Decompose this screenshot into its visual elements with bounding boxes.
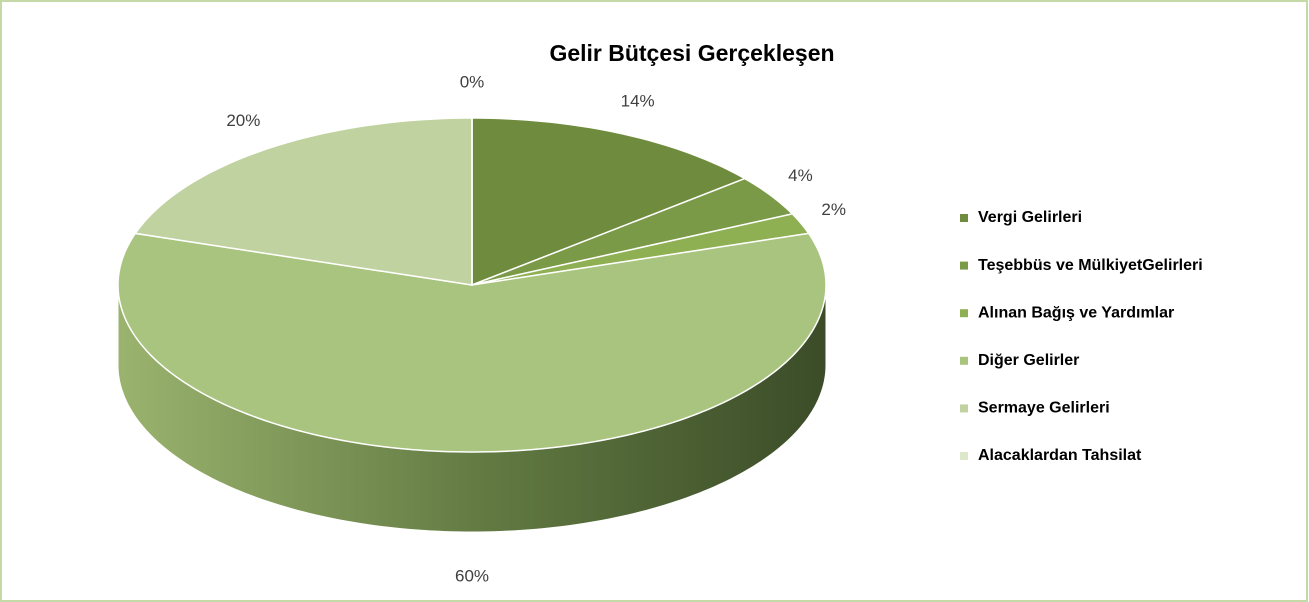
data-label: 20%	[226, 111, 260, 130]
data-label: 4%	[788, 166, 813, 185]
slice	[471, 177, 794, 286]
legend-label: Diğer Gelirler	[978, 352, 1079, 369]
slice	[134, 117, 473, 286]
slice	[471, 213, 810, 286]
legend-swatch	[960, 309, 968, 318]
data-label: 2%	[821, 200, 846, 219]
legend-swatch	[960, 261, 968, 270]
legend-swatch	[960, 356, 968, 365]
legend-label: Alacaklardan Tahsilat	[978, 447, 1142, 464]
legend-swatch	[960, 452, 968, 460]
legend-swatch	[960, 404, 968, 413]
legend-label: Alınan Bağış ve Yardımlar	[978, 304, 1174, 321]
data-label: 14%	[621, 92, 655, 111]
slice	[117, 232, 827, 453]
legend-label: Vergi Gelirleri	[978, 209, 1082, 226]
slice	[471, 117, 747, 287]
data-label: 0%	[460, 72, 485, 91]
data-label: 60%	[455, 566, 489, 585]
legend-label: Sermaye Gelirleri	[978, 400, 1110, 417]
legend-swatch	[960, 214, 968, 222]
chart-title: Gelir Bütçesi Gerçekleşen	[549, 40, 834, 66]
legend-label: Teşebbüs ve MülkiyetGelirleri	[978, 257, 1203, 274]
